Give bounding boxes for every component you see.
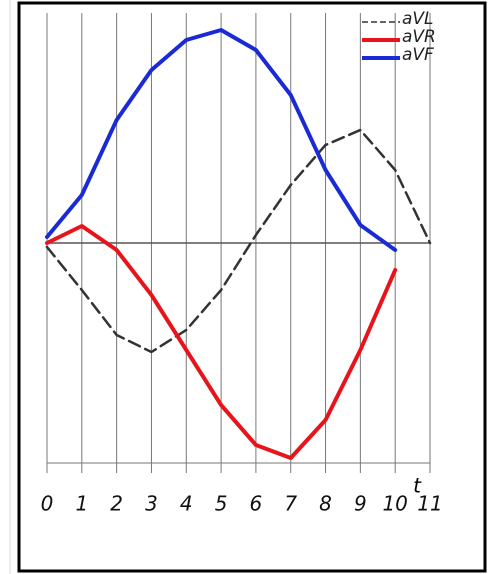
x-tick-label: 8 <box>319 492 332 516</box>
x-tick-label: 2 <box>110 492 123 516</box>
series-line <box>45 28 398 252</box>
legend-label: aVL <box>402 9 434 29</box>
x-tick-label: 6 <box>250 492 263 516</box>
x-tick-label: 5 <box>215 492 228 516</box>
x-tick-label: 11 <box>417 492 442 516</box>
x-tick-label: 4 <box>180 492 193 516</box>
x-tick-label: 0 <box>41 492 54 516</box>
frame <box>17 1 487 573</box>
x-tick-label: 7 <box>284 492 297 516</box>
x-tick-label: 10 <box>382 492 407 516</box>
x-tick-label: 1 <box>75 492 88 516</box>
x-tick-label: 9 <box>354 492 367 516</box>
legend-label: aVF <box>402 45 434 65</box>
x-tick-label: 3 <box>145 492 158 516</box>
legend-label: aVR <box>402 27 436 47</box>
annotation: t <box>413 474 422 498</box>
series-line <box>45 128 432 354</box>
series-line <box>45 224 398 460</box>
